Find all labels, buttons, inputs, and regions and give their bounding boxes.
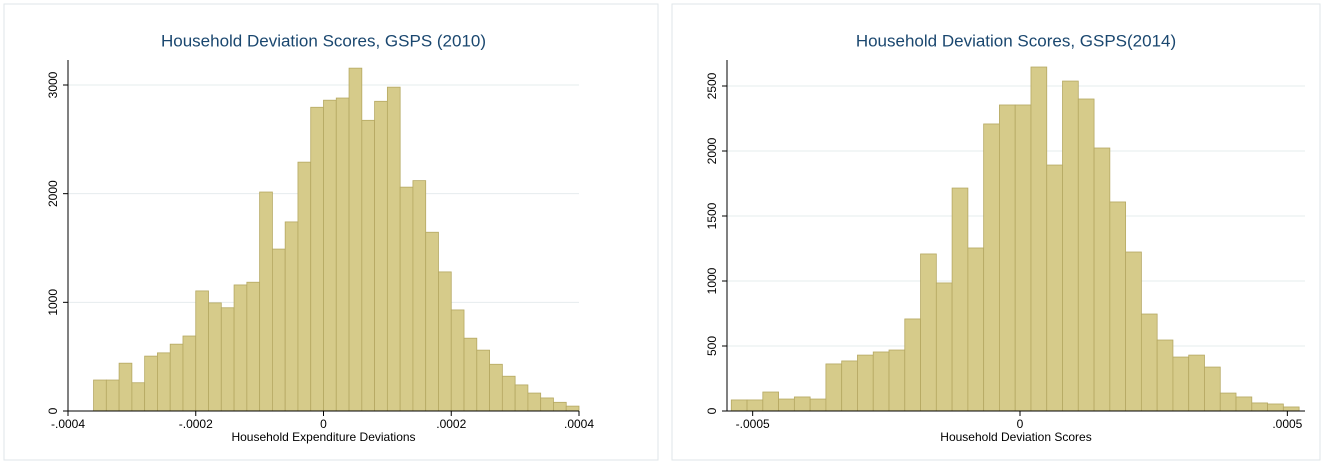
y-tick-label: 0 bbox=[46, 407, 60, 414]
y-tick-label: 2000 bbox=[705, 137, 719, 164]
histogram-bar bbox=[1046, 164, 1063, 412]
histogram-bar bbox=[967, 247, 985, 412]
histogram-bar bbox=[501, 375, 516, 412]
histogram-bar bbox=[527, 392, 542, 412]
y-tick-label: 2000 bbox=[46, 180, 60, 207]
histogram-bar bbox=[999, 104, 1016, 412]
histogram-bar bbox=[1077, 98, 1095, 412]
y-tick-label: 1000 bbox=[46, 289, 60, 316]
histogram-bar bbox=[182, 335, 197, 412]
x-tick-label: 0 bbox=[320, 417, 327, 431]
histogram-bar bbox=[105, 379, 120, 412]
histogram-bar bbox=[386, 86, 401, 412]
histogram-bar bbox=[220, 307, 235, 412]
x-axis-label: Household Expenditure Deviations bbox=[231, 430, 415, 444]
histogram-bar bbox=[271, 248, 286, 412]
histogram-bar bbox=[93, 379, 107, 412]
histogram-bar bbox=[746, 399, 764, 412]
histogram-bar bbox=[1235, 396, 1253, 412]
histogram-bar bbox=[872, 351, 890, 412]
histogram-bar bbox=[208, 302, 222, 412]
histogram-bar bbox=[1062, 80, 1079, 412]
x-tick-label: .0004 bbox=[564, 417, 594, 431]
x-tick-label: .0002 bbox=[436, 417, 466, 431]
histogram-bar bbox=[888, 349, 906, 412]
histogram-bar bbox=[514, 384, 529, 412]
histogram-bar bbox=[1251, 402, 1268, 412]
histogram-bar bbox=[412, 180, 427, 412]
x-tick-label: 0 bbox=[1017, 417, 1024, 431]
histogram-bar bbox=[1140, 313, 1158, 412]
histogram-bar bbox=[1204, 366, 1221, 412]
histogram-bar bbox=[1172, 356, 1190, 412]
histogram-bar bbox=[246, 281, 261, 412]
histogram-bar bbox=[1219, 392, 1237, 412]
histogram-bar bbox=[857, 354, 874, 412]
histogram-bar bbox=[438, 271, 452, 412]
histogram-bar bbox=[553, 401, 567, 412]
histogram-bar bbox=[1014, 104, 1032, 412]
histogram-bar bbox=[951, 187, 969, 412]
histogram-bar bbox=[1093, 147, 1111, 412]
histogram-bar bbox=[131, 382, 146, 412]
histogram-bar bbox=[489, 363, 503, 412]
histogram-bar bbox=[233, 284, 248, 412]
histogram-bar bbox=[361, 119, 376, 412]
histogram-bar bbox=[284, 221, 299, 412]
histogram-bar bbox=[374, 100, 388, 412]
histogram-bar bbox=[1267, 403, 1284, 412]
histogram-bar bbox=[935, 282, 953, 412]
x-tick-label: -.0005 bbox=[736, 417, 770, 431]
chart-title: Household Deviation Scores, GSPS(2014) bbox=[856, 31, 1176, 50]
x-tick-label: .0005 bbox=[1272, 417, 1302, 431]
histogram-bar bbox=[809, 398, 827, 412]
histogram-bar bbox=[297, 161, 312, 412]
histogram-bar bbox=[476, 349, 490, 412]
histogram-bar bbox=[825, 363, 843, 412]
histogram-bar bbox=[1030, 66, 1048, 412]
histogram-bar bbox=[904, 318, 921, 412]
histogram-bar bbox=[565, 405, 580, 412]
histogram-bar bbox=[323, 99, 337, 412]
histogram-bar bbox=[425, 231, 439, 412]
x-tick-label: -.0004 bbox=[51, 417, 85, 431]
histogram-bar bbox=[762, 391, 779, 412]
histogram-bar bbox=[1125, 251, 1142, 412]
histogram-bar bbox=[730, 399, 748, 412]
histogram-bar bbox=[1109, 201, 1127, 412]
histogram-bar bbox=[335, 97, 350, 412]
y-tick-label: 1000 bbox=[705, 267, 719, 294]
y-tick-label: 500 bbox=[705, 336, 719, 356]
y-tick-label: 3000 bbox=[46, 71, 60, 98]
histogram-bar bbox=[1188, 354, 1205, 412]
histogram-bar bbox=[157, 352, 171, 412]
histogram-bar bbox=[310, 106, 324, 412]
histogram-bar bbox=[169, 343, 184, 412]
histogram-bar bbox=[793, 396, 811, 412]
histogram-bar bbox=[1282, 406, 1300, 412]
x-axis-label: Household Deviation Scores bbox=[940, 430, 1091, 444]
y-tick-label: 1500 bbox=[705, 202, 719, 229]
histogram-bar bbox=[841, 360, 858, 412]
histogram-bar bbox=[540, 397, 554, 412]
histogram-bar bbox=[920, 253, 937, 412]
histogram-bar bbox=[118, 362, 133, 412]
histogram-bar bbox=[399, 186, 414, 412]
histogram-bar bbox=[259, 191, 273, 412]
x-tick-label: -.0002 bbox=[179, 417, 213, 431]
histogram-bar bbox=[195, 290, 209, 412]
histogram-bar bbox=[348, 67, 363, 412]
histogram-bar bbox=[778, 398, 795, 412]
histogram-bar bbox=[463, 337, 478, 412]
y-tick-label: 2500 bbox=[705, 72, 719, 99]
chart-title: Household Deviation Scores, GSPS (2010) bbox=[161, 31, 486, 50]
histogram-bar bbox=[1156, 339, 1174, 412]
histogram-bar bbox=[983, 123, 1000, 412]
histogram-bar bbox=[450, 309, 465, 412]
histogram-bar bbox=[144, 355, 158, 412]
y-tick-label: 0 bbox=[705, 407, 719, 414]
